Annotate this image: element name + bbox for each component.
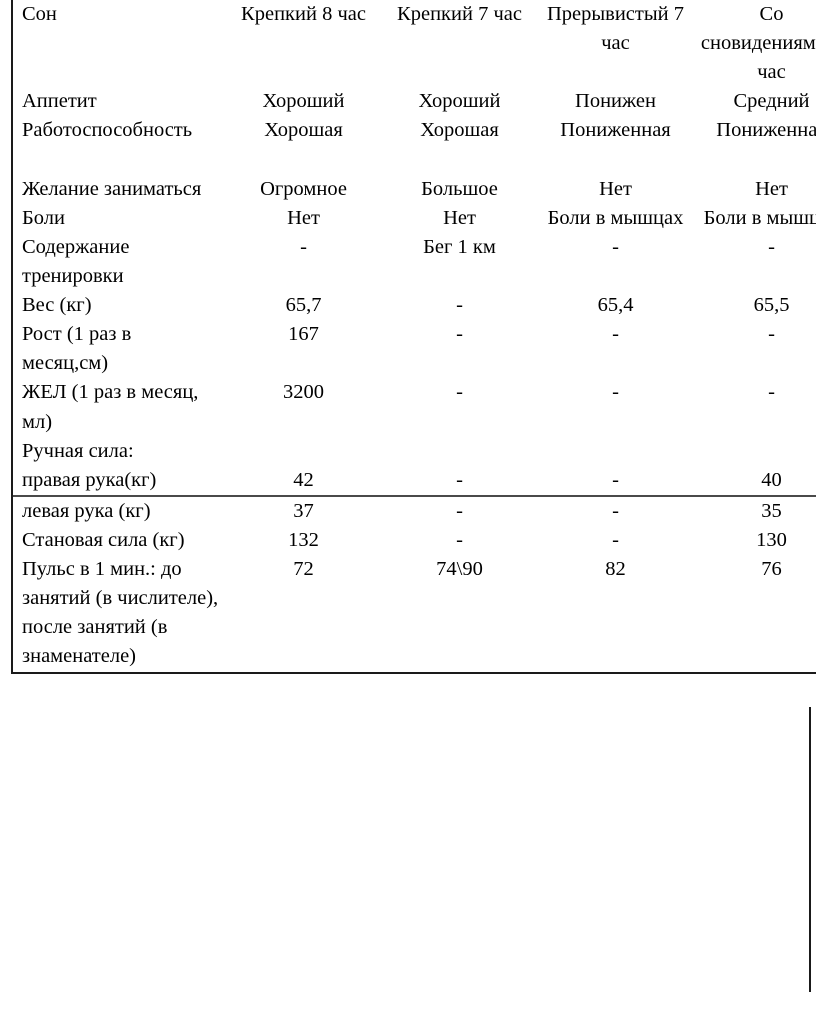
cell-right-hand-4-text: 40 [761, 468, 782, 491]
cell-weight-1: 65,7 [285, 294, 322, 317]
table-row: Пульс в 1 мин.: до занятий (в числителе)… [13, 555, 816, 674]
cell-left-hand-3: - [612, 499, 619, 522]
cell-height-3: - [612, 323, 619, 346]
table-row: Ручная сила: правая рука(кг) 42 - - [13, 436, 816, 497]
row-label-vital-capacity: ЖЕЛ (1 раз в месяц, мл) [22, 381, 199, 433]
cell-weight-3: 65,4 [597, 294, 634, 317]
cell-weight-2: - [456, 294, 463, 317]
table-row: Содержание тренировки - Бег 1 км - - [13, 233, 816, 291]
cell-right-hand-4: 40 [691, 436, 816, 497]
cell-pain-1: Нет [287, 206, 320, 229]
cell-pain-4: Боли в мышцах [703, 206, 816, 229]
table-row: Рост (1 раз в месяц,см) 167 - - - [13, 320, 816, 378]
row-label-hand-strength-right-text: правая рука(кг) [22, 468, 157, 491]
cell-right-hand-1-text: 42 [293, 468, 314, 491]
cell-work-capacity-4: Пониженная [716, 119, 816, 142]
cell-right-hand-2: - [379, 436, 535, 497]
row-spacer [22, 146, 219, 175]
cell-sleep-3: Прерывистый 7 час [546, 3, 684, 55]
cell-weight-4: 65,5 [753, 294, 790, 317]
table-row: Становая сила (кг) 132 - - 130 [13, 526, 816, 555]
row-label-desire-to-train: Желание заниматься [22, 177, 202, 200]
cell-right-hand-3: - [535, 436, 691, 497]
cell-pulse-1: 72 [223, 555, 379, 674]
cell-height-1: 167 [288, 323, 319, 346]
row-spacer [388, 437, 531, 466]
row-label-appetite: Аппетит [22, 90, 97, 113]
cell-deadlift-3: - [612, 528, 619, 551]
row-label-pulse: Пульс в 1 мин.: до занятий (в числителе)… [13, 555, 223, 674]
cell-sleep-4: Со сновидениями 8 час [700, 3, 816, 84]
cell-pain-3: Боли в мышцах [547, 206, 684, 229]
row-label-sleep: Сон [22, 3, 57, 25]
cell-appetite-1: Хороший [262, 90, 345, 113]
row-label-hand-strength-right: Ручная сила: правая рука(кг) [13, 436, 223, 497]
cell-vital-1: 3200 [283, 381, 324, 404]
row-label-deadlift: Становая сила (кг) [22, 528, 185, 551]
table-row: Желание заниматься Огромное Большое Нет … [13, 175, 816, 204]
diary-table-container: Сон Крепкий 8 час Крепкий 7 час Прерывис… [11, 0, 816, 674]
row-spacer [232, 437, 375, 466]
row-label-hand-strength-left: левая рука (кг) [22, 499, 151, 522]
row-spacer [544, 437, 687, 466]
table-row: ЖЕЛ (1 раз в месяц, мл) 3200 - - - [13, 378, 816, 436]
cell-work-capacity-2: Хорошая [420, 119, 499, 142]
cell-training-4: - [768, 235, 775, 258]
cell-vital-2: - [456, 381, 463, 404]
cell-desire-4: Нет [755, 177, 788, 200]
cell-desire-2: Большое [421, 177, 498, 200]
table-row: Аппетит Хороший Хороший Понижен Средний [13, 87, 816, 116]
cell-appetite-2: Хороший [418, 90, 501, 113]
table-body: Сон Крепкий 8 час Крепкий 7 час Прерывис… [13, 0, 816, 674]
cell-desire-3: Нет [599, 177, 632, 200]
cell-appetite-4: Средний [733, 90, 810, 113]
cell-work-capacity-1: Хорошая [264, 119, 343, 142]
row-label-weight: Вес (кг) [22, 294, 92, 317]
table-row: Работоспособность Хорошая Хорошая Пониже… [13, 116, 816, 174]
cell-right-hand-3-text: - [612, 468, 619, 491]
cell-appetite-3: Понижен [575, 90, 656, 113]
cell-training-1: - [300, 235, 307, 258]
cell-deadlift-4: 130 [756, 528, 787, 551]
cell-training-2: Бег 1 км [423, 235, 496, 258]
cell-pulse-4: 76 [691, 555, 816, 674]
row-label-height: Рост (1 раз в месяц,см) [22, 323, 132, 375]
cell-deadlift-2: - [456, 528, 463, 551]
table-right-border-lower [809, 707, 811, 992]
cell-left-hand-4: 35 [761, 499, 782, 522]
cell-desire-1: Огромное [260, 177, 347, 200]
cell-pulse-3: 82 [535, 555, 691, 674]
cell-training-3: - [612, 235, 619, 258]
cell-pulse-2: 74\90 [379, 555, 535, 674]
cell-height-2: - [456, 323, 463, 346]
row-label-pain: Боли [22, 206, 65, 229]
cell-right-hand-2-text: - [456, 468, 463, 491]
cell-vital-3: - [612, 381, 619, 404]
cell-sleep-1: Крепкий 8 час [241, 3, 366, 25]
row-label-hand-strength-heading: Ручная сила: [22, 439, 134, 462]
cell-sleep-2: Крепкий 7 час [397, 3, 522, 25]
table-row: Вес (кг) 65,7 - 65,4 65,5 [13, 291, 816, 320]
cell-pain-2: Нет [443, 206, 476, 229]
row-label-work-capacity: Работоспособность [13, 116, 223, 174]
self-control-diary-table: Сон Крепкий 8 час Крепкий 7 час Прерывис… [13, 0, 816, 674]
table-row: Сон Крепкий 8 час Крепкий 7 час Прерывис… [13, 0, 816, 87]
cell-work-capacity-3: Пониженная [560, 119, 671, 142]
row-label-training-content: Содержание тренировки [22, 235, 130, 287]
cell-height-4: - [768, 323, 775, 346]
cell-vital-4: - [768, 381, 775, 404]
table-row: левая рука (кг) 37 - - 35 [13, 496, 816, 526]
cell-deadlift-1: 132 [288, 528, 319, 551]
table-row: Боли Нет Нет Боли в мышцах Боли в мышцах [13, 204, 816, 233]
row-spacer [700, 437, 816, 466]
cell-right-hand-1: 42 [223, 436, 379, 497]
cell-left-hand-2: - [456, 499, 463, 522]
row-label-work-capacity-text: Работоспособность [22, 119, 193, 142]
cell-left-hand-1: 37 [293, 499, 314, 522]
